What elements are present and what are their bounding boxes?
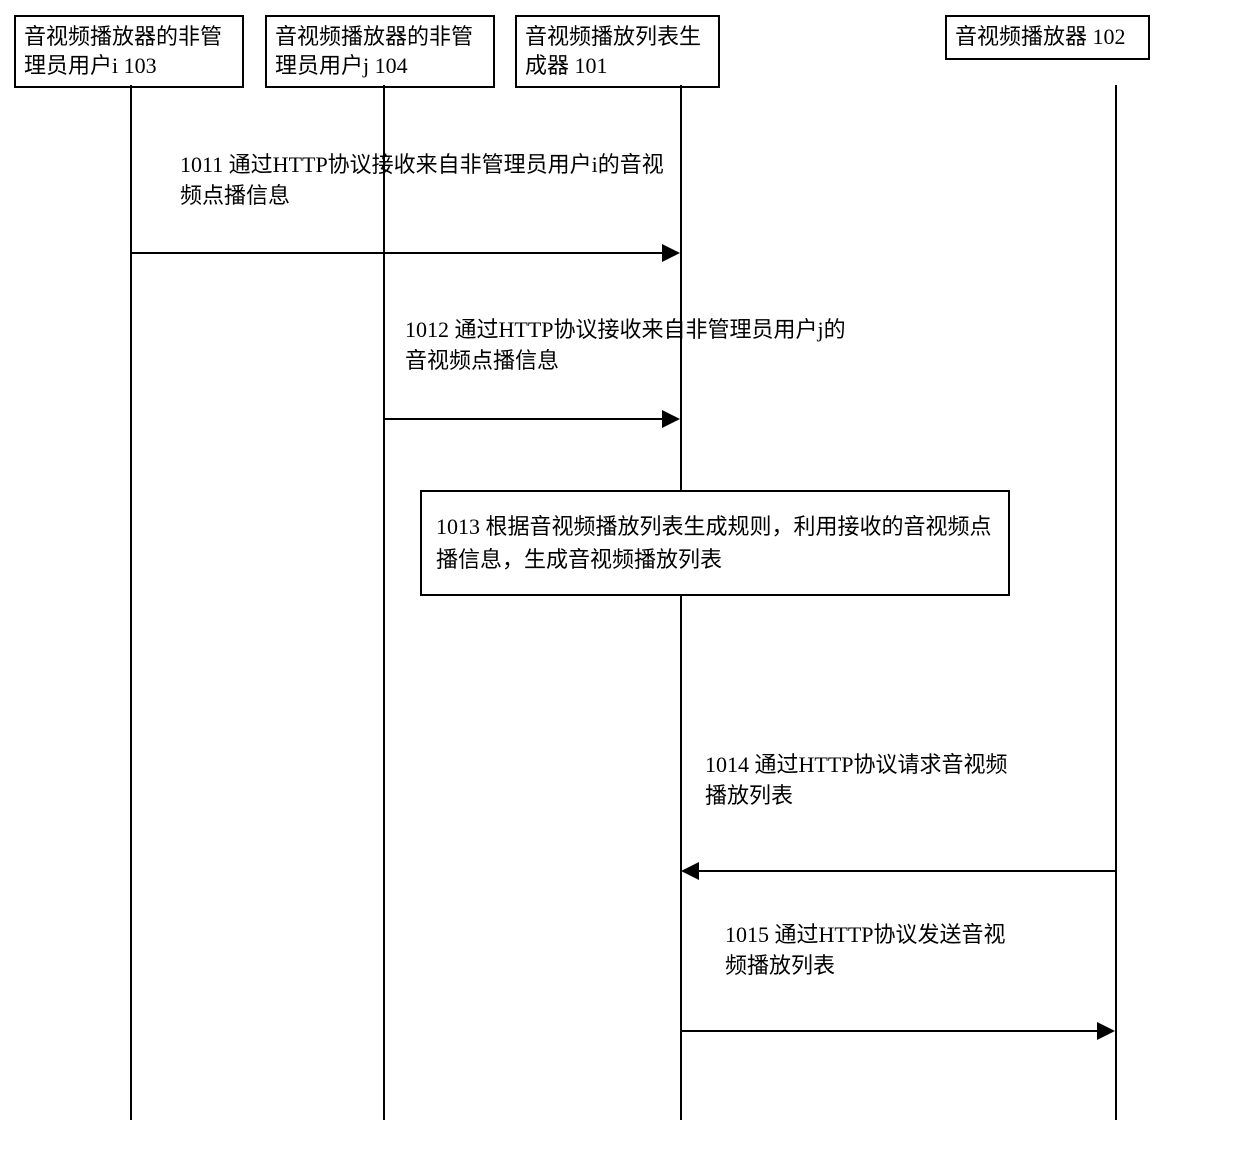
participant-label: 音视频播放器 102 — [955, 24, 1126, 49]
message-1014-arrow — [697, 870, 1116, 872]
lifeline-user-j — [383, 85, 385, 1120]
lifeline-player — [1115, 85, 1117, 1120]
sequence-diagram: 音视频播放器的非管理员用户i 103 音视频播放器的非管理员用户j 104 音视… — [0, 0, 1240, 1155]
arrow-head-icon — [662, 410, 680, 428]
participant-label: 音视频播放列表生成器 101 — [525, 24, 701, 78]
message-1012-arrow — [384, 418, 665, 420]
note-1013: 1013 根据音视频播放列表生成规则，利用接收的音视频点播信息，生成音视频播放列… — [420, 490, 1010, 596]
participant-player: 音视频播放器 102 — [945, 15, 1150, 60]
message-1015-label: 1015 通过HTTP协议发送音视频播放列表 — [725, 920, 1025, 982]
participant-playlist-generator: 音视频播放列表生成器 101 — [515, 15, 720, 88]
participant-user-i: 音视频播放器的非管理员用户i 103 — [14, 15, 244, 88]
message-1015-arrow — [681, 1030, 1100, 1032]
arrow-head-icon — [662, 244, 680, 262]
arrow-head-icon — [1097, 1022, 1115, 1040]
message-1014-label: 1014 通过HTTP协议请求音视频播放列表 — [705, 750, 1025, 812]
participant-user-j: 音视频播放器的非管理员用户j 104 — [265, 15, 495, 88]
participant-label: 音视频播放器的非管理员用户j 104 — [275, 24, 473, 78]
message-1011-arrow — [131, 252, 665, 254]
message-1011-label: 1011 通过HTTP协议接收来自非管理员用户i的音视频点播信息 — [180, 150, 670, 212]
lifeline-user-i — [130, 85, 132, 1120]
arrow-head-icon — [681, 862, 699, 880]
lifeline-playlist-generator — [680, 85, 682, 1120]
participant-label: 音视频播放器的非管理员用户i 103 — [24, 24, 222, 78]
note-label: 1013 根据音视频播放列表生成规则，利用接收的音视频点播信息，生成音视频播放列… — [436, 514, 992, 572]
message-1012-label: 1012 通过HTTP协议接收来自非管理员用户j的音视频点播信息 — [405, 315, 865, 377]
